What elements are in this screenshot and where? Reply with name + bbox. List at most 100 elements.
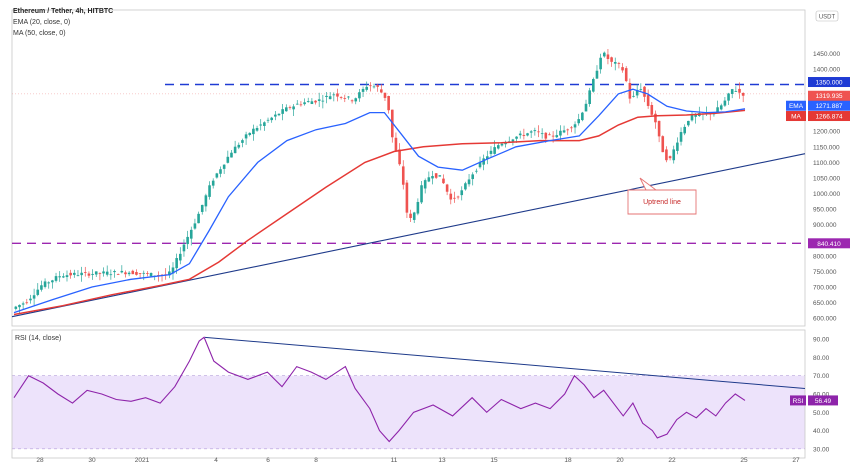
rsi-tick-label: 60.00 bbox=[813, 392, 830, 399]
candle-body bbox=[299, 104, 303, 106]
price-tick-label: 1450.000 bbox=[813, 51, 840, 58]
candle-body bbox=[566, 129, 570, 131]
candle-body bbox=[716, 107, 719, 113]
candle-body bbox=[584, 103, 588, 112]
candle-body bbox=[303, 102, 306, 105]
candle-body bbox=[350, 100, 354, 102]
rsi-tick-label: 80.00 bbox=[813, 355, 830, 362]
candle-body bbox=[376, 85, 379, 87]
candle-body bbox=[87, 273, 91, 276]
candle-body bbox=[544, 132, 548, 139]
candle-body bbox=[635, 89, 639, 96]
candle-body bbox=[149, 273, 153, 277]
candle-body bbox=[354, 98, 358, 102]
candle-body bbox=[109, 274, 113, 276]
candle-body bbox=[29, 298, 32, 301]
candle-body bbox=[621, 67, 624, 71]
candle-body bbox=[668, 156, 672, 159]
candle-body bbox=[292, 106, 295, 110]
candle-body bbox=[679, 132, 683, 142]
candle-body bbox=[471, 174, 475, 180]
candle-body bbox=[131, 270, 135, 275]
x-tick-label: 28 bbox=[36, 457, 44, 464]
rsi-tick-label: 40.00 bbox=[813, 428, 830, 435]
candle-body bbox=[113, 271, 116, 273]
candle-body bbox=[244, 134, 248, 139]
ma-badge-label: 1266.874 bbox=[815, 114, 842, 121]
x-tick-label: 25 bbox=[740, 457, 748, 464]
candle-body bbox=[255, 127, 259, 131]
uptrend-line bbox=[11, 153, 806, 318]
candle-body bbox=[365, 86, 369, 90]
candle-body bbox=[486, 156, 489, 160]
ma-legend: MA (50, close, 0) bbox=[13, 30, 66, 37]
candle-body bbox=[186, 236, 189, 245]
candle-body bbox=[76, 275, 80, 277]
candle-body bbox=[489, 150, 493, 154]
candle-body bbox=[179, 253, 182, 261]
candle-body bbox=[241, 140, 244, 143]
candle-body bbox=[581, 112, 584, 121]
candle-body bbox=[127, 272, 131, 275]
candle-body bbox=[58, 276, 61, 278]
candle-body bbox=[500, 143, 504, 146]
candle-body bbox=[643, 86, 646, 97]
resistance-badge bbox=[808, 77, 850, 88]
candle-body bbox=[533, 130, 537, 132]
rsi-tag-label: RSI bbox=[793, 398, 804, 405]
candle-body bbox=[80, 272, 83, 276]
candle-body bbox=[741, 92, 745, 96]
candle-body bbox=[47, 282, 51, 284]
candle-body bbox=[434, 173, 438, 178]
candle-body bbox=[226, 156, 230, 163]
candle-body bbox=[124, 272, 127, 275]
candle-body bbox=[548, 134, 551, 136]
ema-badge bbox=[808, 100, 850, 111]
candle-body bbox=[639, 89, 643, 90]
x-tick-label: 13 bbox=[438, 457, 446, 464]
candle-body bbox=[215, 173, 219, 178]
chart-title: Ethereum / Tether, 4h, HITBTC bbox=[13, 8, 114, 15]
rsi-tick-label: 70.00 bbox=[813, 373, 830, 380]
candle-body bbox=[504, 142, 507, 145]
candle-body bbox=[650, 105, 654, 115]
candle-body bbox=[259, 124, 263, 126]
candle-body bbox=[361, 88, 365, 92]
x-tick-label: 6 bbox=[266, 457, 270, 464]
candle-body bbox=[193, 223, 197, 229]
candle-body bbox=[478, 161, 482, 168]
rsi-tick-label: 30.00 bbox=[813, 446, 830, 453]
candle-body bbox=[387, 95, 390, 111]
candle-body bbox=[537, 131, 540, 133]
candle-body bbox=[314, 100, 317, 103]
candle-body bbox=[551, 135, 555, 137]
candle-body bbox=[482, 158, 485, 165]
candle-body bbox=[588, 90, 591, 105]
candle-body bbox=[277, 113, 281, 116]
last-price-badge bbox=[808, 90, 850, 101]
candle-body bbox=[135, 272, 138, 275]
candle-body bbox=[32, 295, 36, 299]
candle-body bbox=[423, 180, 427, 189]
candle-body bbox=[270, 117, 273, 121]
candle-body bbox=[36, 289, 40, 295]
candle-body bbox=[230, 152, 233, 158]
candle-body bbox=[138, 273, 142, 274]
price-tick-label: 900.000 bbox=[813, 222, 837, 229]
candle-body bbox=[398, 149, 401, 165]
candle-body bbox=[237, 144, 241, 148]
candle-body bbox=[592, 78, 595, 92]
candle-body bbox=[445, 184, 449, 192]
rsi-downtrend-line bbox=[204, 336, 806, 390]
candle-body bbox=[189, 229, 193, 239]
candle-body bbox=[405, 182, 409, 213]
candle-body bbox=[683, 126, 686, 134]
candle-body bbox=[94, 271, 98, 275]
candle-body bbox=[416, 201, 420, 214]
uptrend-callout-label: Uptrend line bbox=[643, 199, 681, 206]
candle-body bbox=[211, 180, 215, 186]
candle-body bbox=[657, 120, 661, 137]
candle-body bbox=[442, 178, 445, 184]
